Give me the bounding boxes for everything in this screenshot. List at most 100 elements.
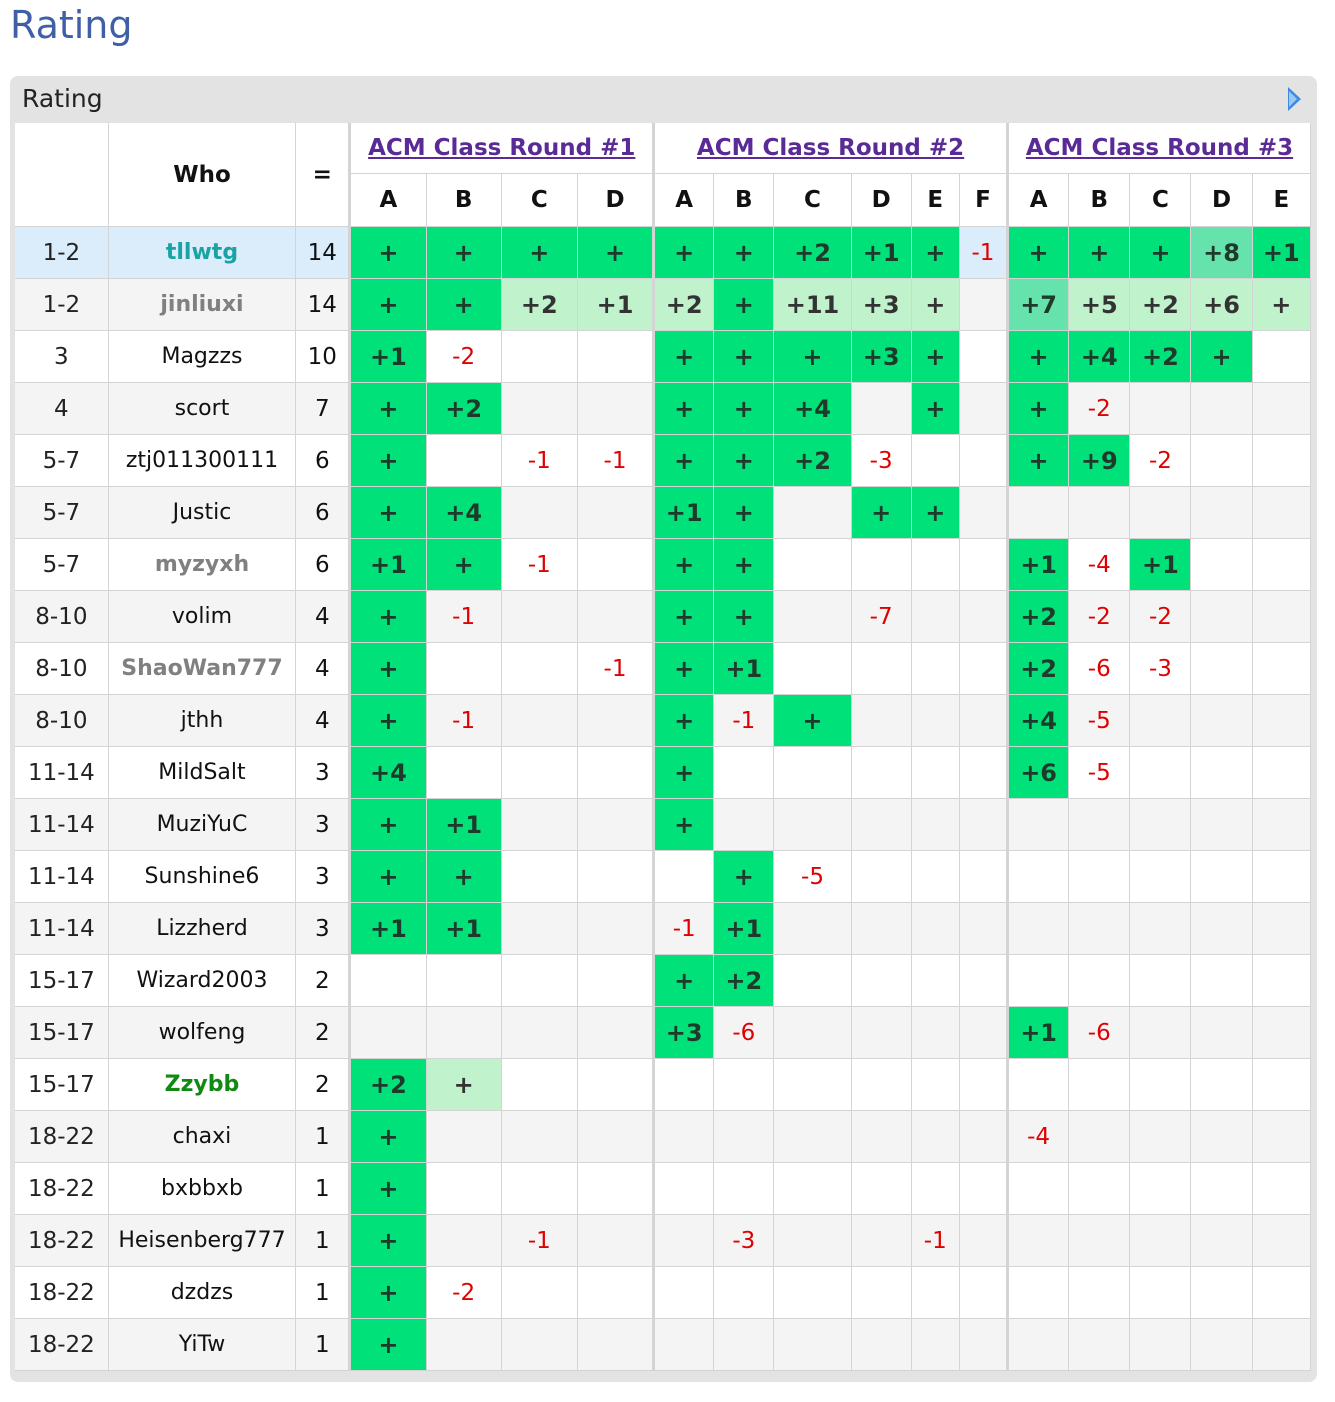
- result-cell[interactable]: +3: [652, 1006, 715, 1059]
- result-cell[interactable]: +: [426, 226, 502, 279]
- result-cell[interactable]: -6: [1068, 642, 1131, 695]
- result-cell[interactable]: -7: [851, 590, 912, 643]
- result-cell[interactable]: +3: [851, 330, 912, 383]
- problem-header-r1-c[interactable]: C: [501, 173, 578, 227]
- result-cell[interactable]: +: [713, 330, 775, 383]
- contestant-name[interactable]: chaxi: [108, 1110, 297, 1163]
- problem-header-r3-c[interactable]: C: [1129, 173, 1192, 227]
- result-cell[interactable]: +: [426, 850, 502, 903]
- result-cell[interactable]: -6: [1068, 1006, 1131, 1059]
- result-cell[interactable]: +: [501, 226, 578, 279]
- round-link-3[interactable]: ACM Class Round #3: [1025, 135, 1294, 161]
- result-cell[interactable]: +: [713, 226, 775, 279]
- result-cell[interactable]: +4: [348, 746, 427, 799]
- result-cell[interactable]: +: [652, 226, 715, 279]
- result-cell[interactable]: +: [652, 642, 715, 695]
- result-cell[interactable]: +: [713, 382, 775, 435]
- result-cell[interactable]: +: [773, 694, 852, 747]
- result-cell[interactable]: -1: [911, 1214, 960, 1267]
- problem-header-r3-b[interactable]: B: [1068, 173, 1131, 227]
- result-cell[interactable]: -1: [501, 538, 578, 591]
- result-cell[interactable]: +1: [713, 902, 775, 955]
- result-cell[interactable]: +: [348, 382, 427, 435]
- result-cell[interactable]: +1: [348, 330, 427, 383]
- result-cell[interactable]: +: [348, 1318, 427, 1371]
- result-cell[interactable]: -1: [652, 902, 715, 955]
- result-cell[interactable]: +: [911, 382, 960, 435]
- problem-header-r2-b[interactable]: B: [713, 173, 775, 227]
- result-cell[interactable]: +1: [851, 226, 912, 279]
- problem-header-r2-c[interactable]: C: [773, 173, 852, 227]
- result-cell[interactable]: +: [911, 278, 960, 331]
- result-cell[interactable]: +: [348, 1214, 427, 1267]
- contestant-name[interactable]: Lizzherd: [108, 902, 297, 955]
- contestant-name[interactable]: dzdzs: [108, 1266, 297, 1319]
- result-cell[interactable]: +6: [1006, 746, 1070, 799]
- result-cell[interactable]: +1: [577, 278, 655, 331]
- result-cell[interactable]: +6: [1190, 278, 1253, 331]
- result-cell[interactable]: +1: [1006, 1006, 1070, 1059]
- result-cell[interactable]: +: [348, 850, 427, 903]
- result-cell[interactable]: +7: [1006, 278, 1070, 331]
- contestant-name[interactable]: MuziYuC: [108, 798, 297, 851]
- result-cell[interactable]: +9: [1068, 434, 1131, 487]
- result-cell[interactable]: -6: [713, 1006, 775, 1059]
- problem-header-r1-b[interactable]: B: [426, 173, 502, 227]
- result-cell[interactable]: +2: [773, 434, 852, 487]
- contestant-name[interactable]: volim: [108, 590, 297, 643]
- result-cell[interactable]: +: [652, 382, 715, 435]
- result-cell[interactable]: -3: [713, 1214, 775, 1267]
- result-cell[interactable]: -2: [1068, 590, 1131, 643]
- problem-header-r3-e[interactable]: E: [1252, 173, 1312, 227]
- result-cell[interactable]: +: [652, 798, 715, 851]
- contestant-name[interactable]: tllwtg: [108, 226, 297, 279]
- result-cell[interactable]: +: [713, 486, 775, 539]
- contestant-name[interactable]: scort: [108, 382, 297, 435]
- contestant-name[interactable]: Zzybb: [108, 1058, 297, 1111]
- result-cell[interactable]: +3: [851, 278, 912, 331]
- result-cell[interactable]: -2: [426, 330, 502, 383]
- result-cell[interactable]: +4: [426, 486, 502, 539]
- result-cell[interactable]: +: [426, 278, 502, 331]
- result-cell[interactable]: +: [577, 226, 655, 279]
- problem-header-r2-f[interactable]: F: [959, 173, 1009, 227]
- result-cell[interactable]: +4: [773, 382, 852, 435]
- problem-header-r3-d[interactable]: D: [1190, 173, 1253, 227]
- result-cell[interactable]: -2: [1129, 434, 1192, 487]
- contestant-name[interactable]: Magzzs: [108, 330, 297, 383]
- result-cell[interactable]: +1: [1252, 226, 1312, 279]
- result-cell[interactable]: -1: [501, 434, 578, 487]
- result-cell[interactable]: -4: [1006, 1110, 1070, 1163]
- result-cell[interactable]: -3: [851, 434, 912, 487]
- result-cell[interactable]: +: [652, 434, 715, 487]
- result-cell[interactable]: +: [348, 278, 427, 331]
- result-cell[interactable]: +1: [426, 798, 502, 851]
- result-cell[interactable]: +: [348, 694, 427, 747]
- result-cell[interactable]: +: [652, 694, 715, 747]
- result-cell[interactable]: -4: [1068, 538, 1131, 591]
- result-cell[interactable]: +2: [1006, 642, 1070, 695]
- result-cell[interactable]: +1: [348, 538, 427, 591]
- result-cell[interactable]: +: [1129, 226, 1192, 279]
- result-cell[interactable]: -5: [773, 850, 852, 903]
- contestant-name[interactable]: MildSalt: [108, 746, 297, 799]
- result-cell[interactable]: +: [348, 1110, 427, 1163]
- contestant-name[interactable]: bxbbxb: [108, 1162, 297, 1215]
- result-cell[interactable]: +4: [1068, 330, 1131, 383]
- result-cell[interactable]: +: [911, 330, 960, 383]
- result-cell[interactable]: +: [426, 538, 502, 591]
- round-link-1[interactable]: ACM Class Round #1: [368, 135, 636, 161]
- result-cell[interactable]: +: [911, 226, 960, 279]
- result-cell[interactable]: +: [348, 1162, 427, 1215]
- result-cell[interactable]: -1: [501, 1214, 578, 1267]
- result-cell[interactable]: +2: [1129, 330, 1192, 383]
- contestant-name[interactable]: Justic: [108, 486, 297, 539]
- problem-header-r1-a[interactable]: A: [348, 173, 427, 227]
- result-cell[interactable]: +: [1252, 278, 1312, 331]
- contestant-name[interactable]: ztj011300111: [108, 434, 297, 487]
- contestant-name[interactable]: wolfeng: [108, 1006, 297, 1059]
- result-cell[interactable]: +: [348, 434, 427, 487]
- result-cell[interactable]: +: [1006, 434, 1070, 487]
- result-cell[interactable]: -5: [1068, 746, 1131, 799]
- result-cell[interactable]: +: [348, 486, 427, 539]
